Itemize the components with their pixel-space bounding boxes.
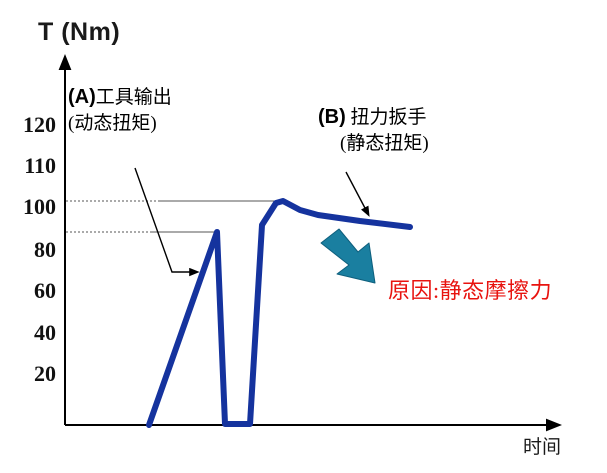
y-axis-title: T (Nm)	[38, 18, 121, 46]
annotation-b-line2: (静态扭矩)	[340, 133, 429, 154]
annotation-a-line1: (A)工具输出	[68, 84, 172, 111]
annotation-a: (A)工具输出 (动态扭矩)	[68, 84, 172, 137]
y-tick-label-110: 110	[24, 153, 56, 178]
annotation-b: (B) 扭力扳手 (静态扭矩)	[318, 104, 429, 157]
y-tick-label-60: 60	[34, 278, 56, 303]
y-tick-label-40: 40	[34, 320, 56, 345]
annotation-a-text1: 工具输出	[95, 87, 172, 108]
annotation-a-line2: (动态扭矩)	[68, 113, 157, 134]
annotation-b-text1: 扭力扳手	[350, 107, 427, 128]
cause-annotation: 原因:静态摩擦力	[388, 278, 553, 303]
y-tick-label-80: 80	[34, 237, 56, 262]
torque-curve	[146, 198, 413, 428]
annotation-b-leader	[345, 171, 370, 217]
y-tick-label-20: 20	[34, 361, 56, 386]
annotation-b-tag: (B)	[318, 106, 346, 128]
annotation-b-line1: (B) 扭力扳手	[318, 104, 429, 131]
emphasis-arrow	[320, 228, 376, 284]
y-tick-label-120: 120	[23, 112, 56, 137]
annotation-a-leader	[134, 167, 200, 277]
y-tick-label-100: 100	[23, 194, 56, 219]
annotation-a-tag: (A)	[68, 86, 96, 108]
x-axis-label: 时间	[523, 437, 562, 458]
